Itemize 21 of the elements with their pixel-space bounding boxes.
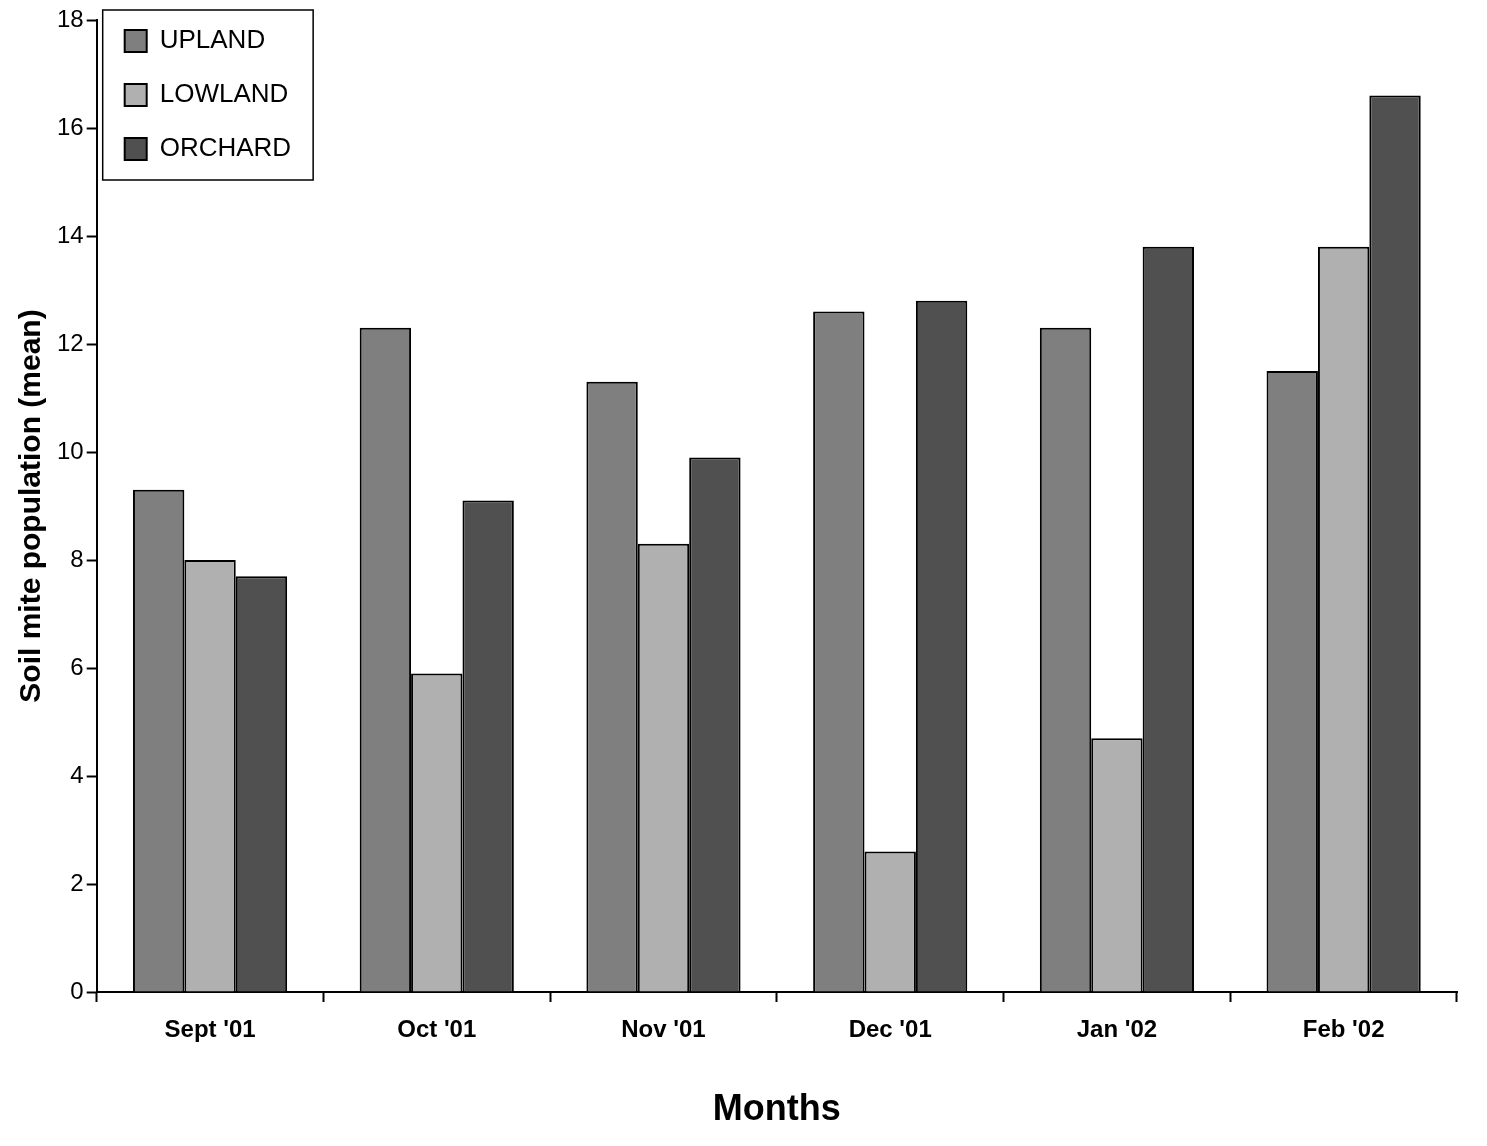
legend-label: UPLAND <box>159 24 266 55</box>
x-tick-label: Feb '02 <box>1302 1015 1385 1043</box>
y-tick-label: 2 <box>70 868 84 896</box>
y-tick-label: 14 <box>56 220 84 248</box>
x-axis-title: Months <box>712 1087 841 1129</box>
x-tick-label: Jan '02 <box>1076 1015 1158 1043</box>
y-tick-label: 12 <box>56 328 84 356</box>
y-tick-label: 10 <box>56 436 84 464</box>
y-axis-title: Soil mite population (mean) <box>13 309 47 703</box>
y-tick-label: 18 <box>56 4 84 32</box>
y-tick-label: 4 <box>70 760 84 788</box>
x-tick-label: Sept '01 <box>164 1015 256 1043</box>
x-tick-label: Oct '01 <box>397 1015 477 1043</box>
y-tick-label: 6 <box>70 652 84 680</box>
legend-label: LOWLAND <box>159 78 289 109</box>
x-tick-label: Dec '01 <box>848 1015 932 1043</box>
y-tick-label: 16 <box>56 112 84 140</box>
legend-label: ORCHARD <box>159 132 292 163</box>
y-tick-label: 0 <box>70 976 84 1004</box>
x-tick-label: Nov '01 <box>621 1015 706 1043</box>
y-tick-label: 8 <box>70 544 84 572</box>
